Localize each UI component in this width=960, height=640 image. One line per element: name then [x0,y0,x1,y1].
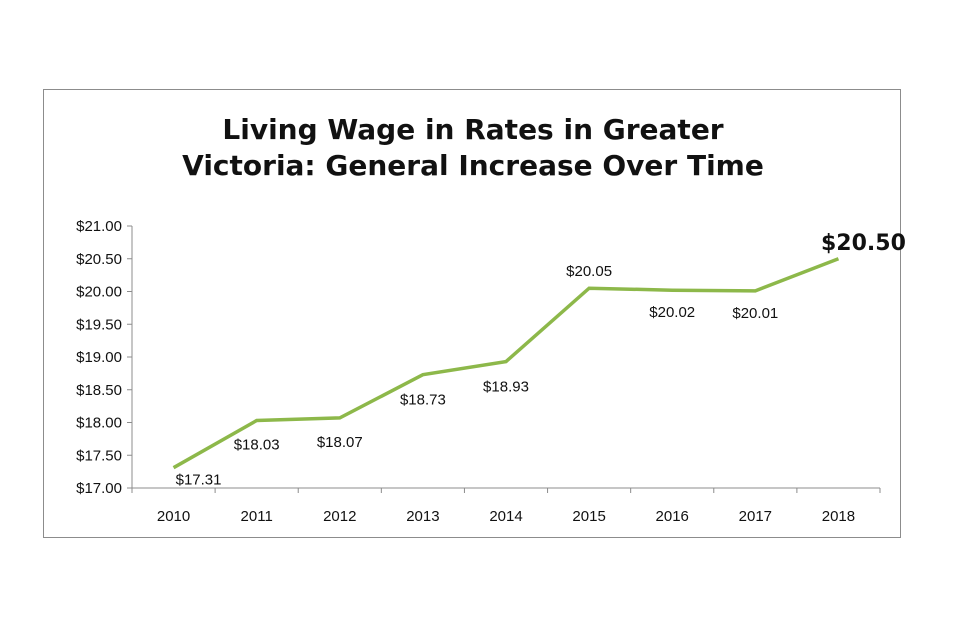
y-tick-label: $20.50 [76,251,122,268]
chart-title-line-2: Victoria: General Increase Over Time [182,149,764,182]
x-tick-label: 2014 [489,508,522,525]
x-tick-label: 2016 [656,508,689,525]
data-label: $20.02 [649,304,695,321]
x-tick-label: 2017 [739,508,772,525]
data-label: $18.03 [234,437,280,454]
y-tick-label: $18.50 [76,382,122,399]
chart-title-line-1: Living Wage in Rates in Greater [222,113,724,146]
y-tick-label: $21.00 [76,218,122,235]
x-tick-label: 2012 [323,508,356,525]
data-label: $17.31 [176,472,222,489]
x-tick-label: 2010 [157,508,190,525]
x-tick-label: 2018 [822,508,855,525]
x-tick-label: 2011 [241,508,273,525]
y-tick-label: $19.00 [76,349,122,366]
y-tick-label: $19.50 [76,316,122,333]
data-label: $18.93 [483,379,529,396]
chart-title: Living Wage in Rates in Greater Victoria… [44,112,902,184]
y-tick-label: $20.00 [76,284,122,301]
y-tick-label: $18.00 [76,415,122,432]
x-tick-label: 2013 [406,508,439,525]
data-label: $20.50 [821,231,906,256]
series-line [172,257,840,470]
chart-frame: Living Wage in Rates in Greater Victoria… [43,89,901,538]
data-label: $18.07 [317,434,363,451]
data-label: $18.73 [400,392,446,409]
y-tick-label: $17.00 [76,480,122,497]
x-tick-label: 2015 [572,508,605,525]
data-label: $20.01 [732,305,778,322]
y-tick-label: $17.50 [76,447,122,464]
data-label: $20.05 [566,263,612,280]
